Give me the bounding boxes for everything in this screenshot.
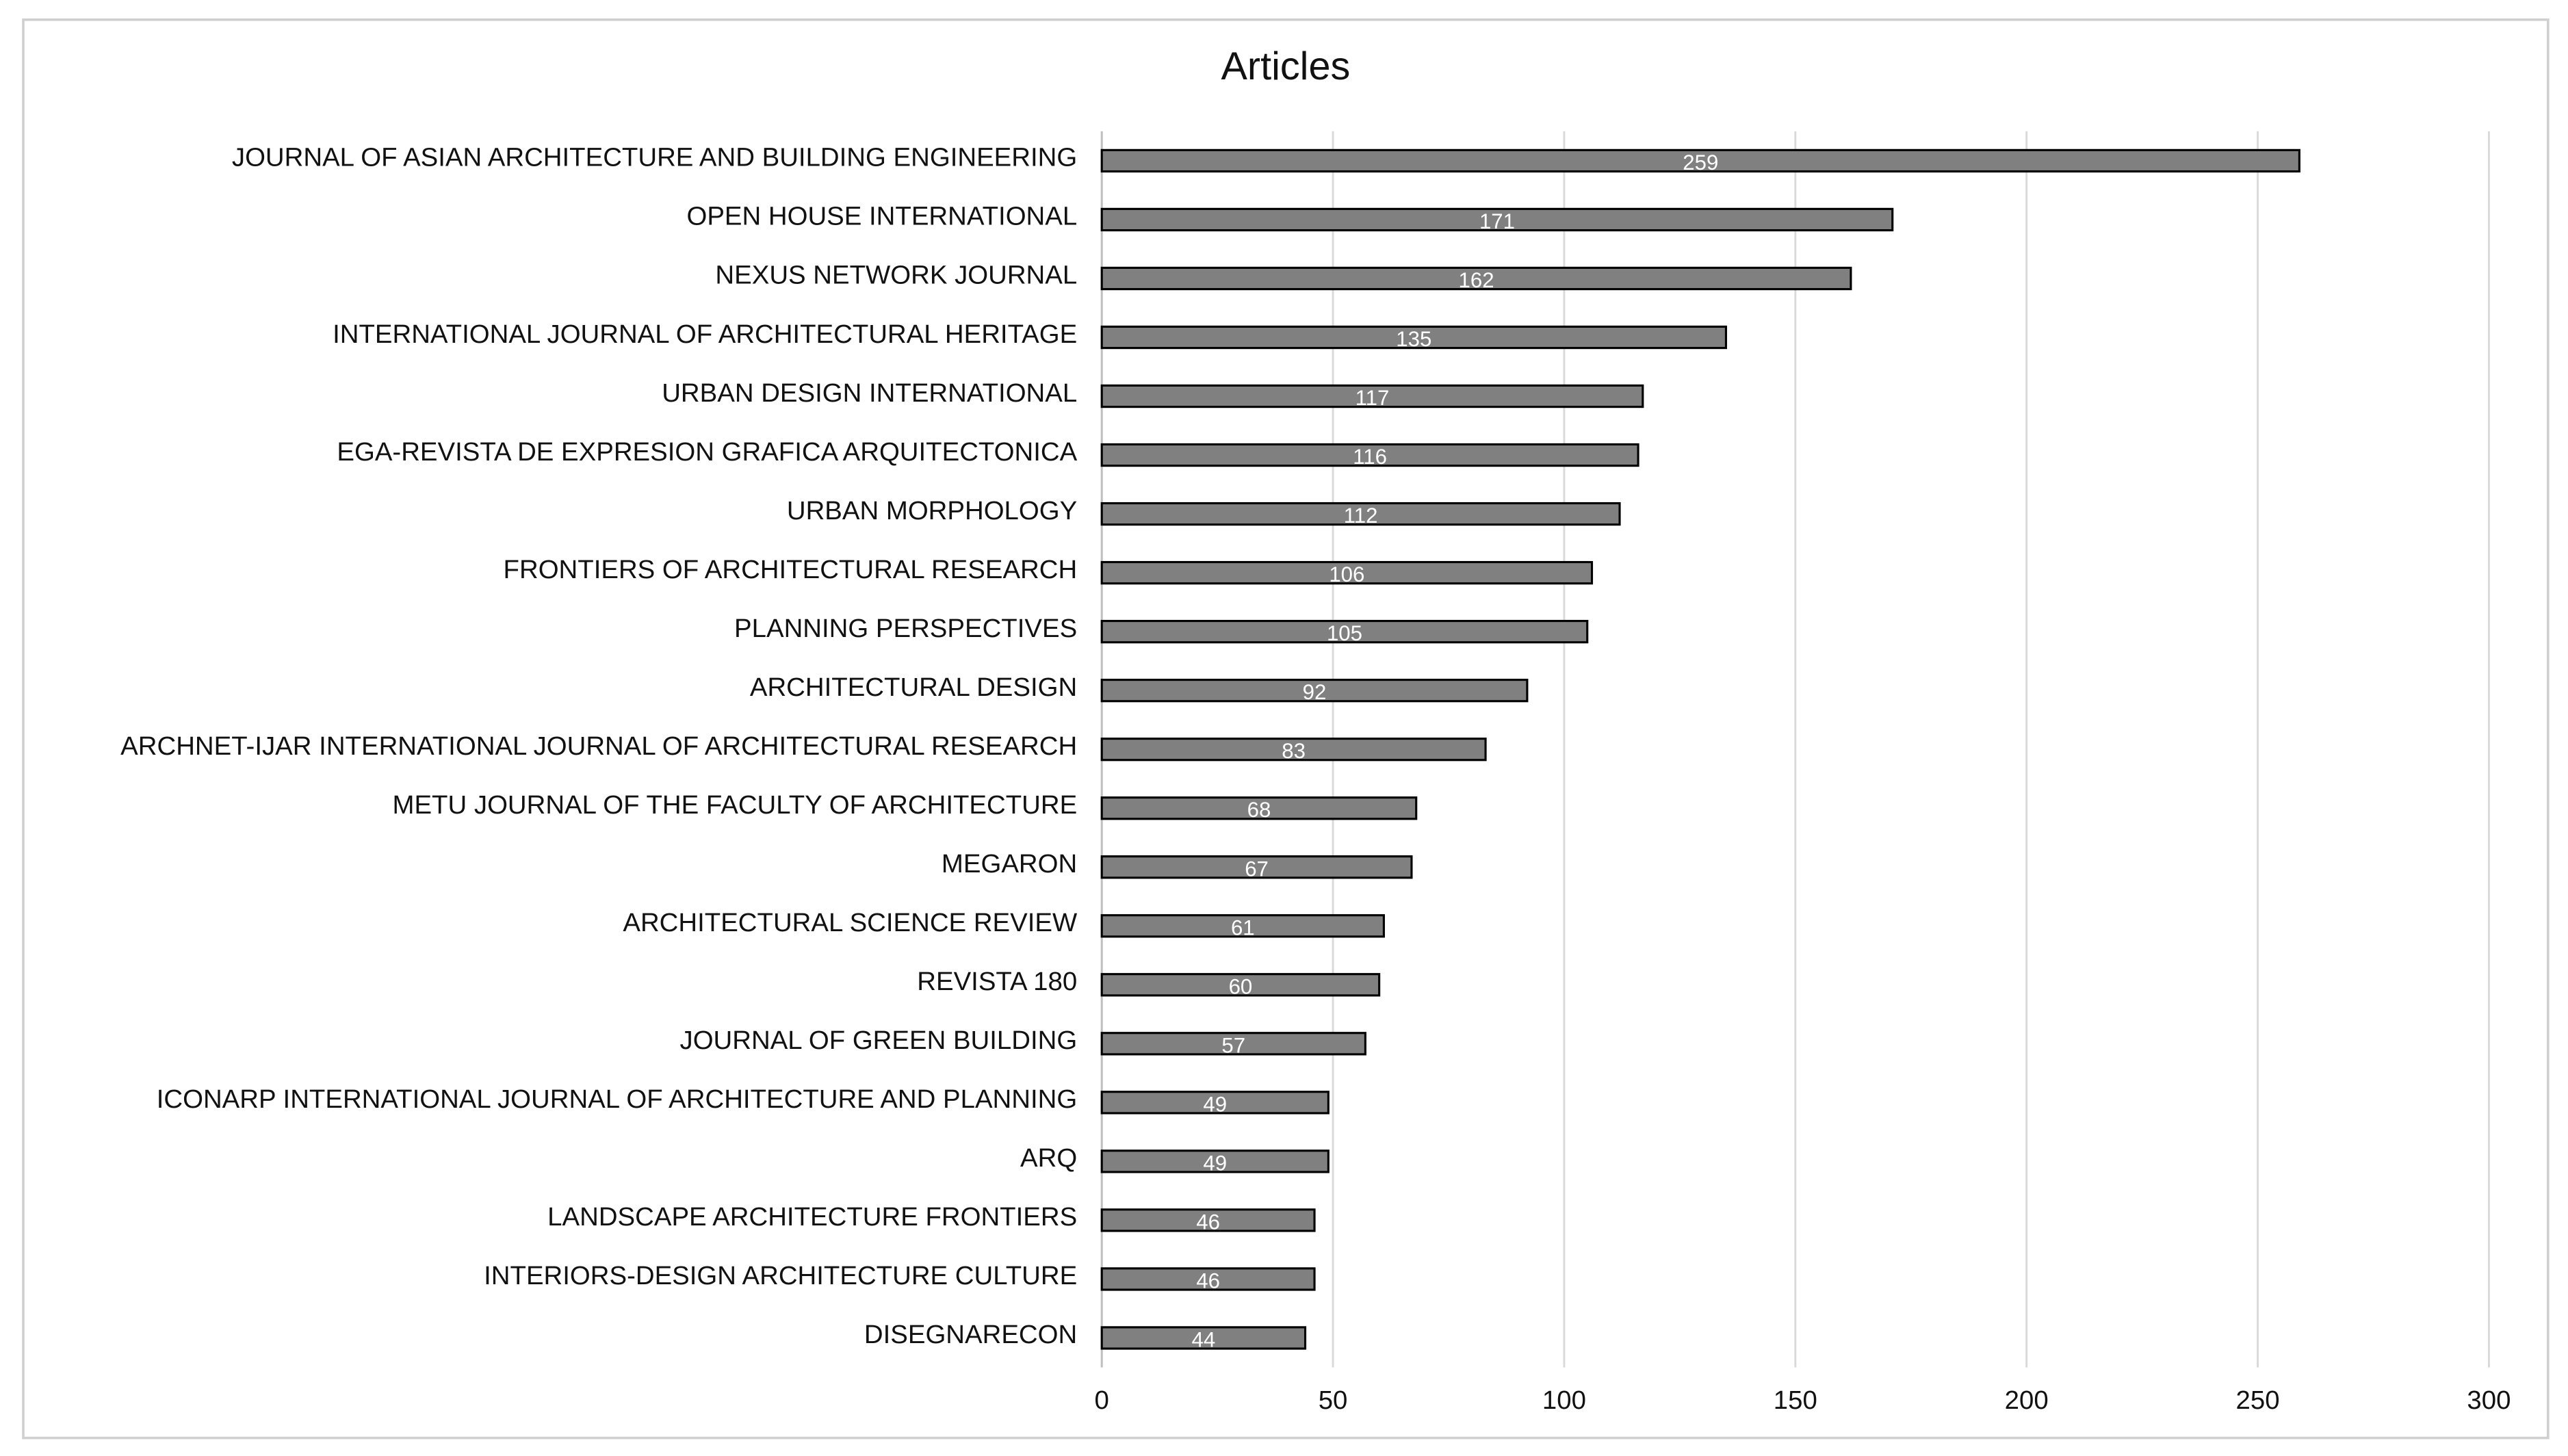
bar xyxy=(1100,679,1529,703)
y-tick-label: DISEGNARECON xyxy=(864,1320,1077,1349)
y-tick-label: ICONARP INTERNATIONAL JOURNAL OF ARCHITE… xyxy=(157,1084,1077,1114)
y-tick-label: LANDSCAPE ARCHITECTURE FRONTIERS xyxy=(547,1202,1077,1232)
bar xyxy=(1100,973,1381,997)
value-label: 171 xyxy=(1479,209,1515,233)
value-label: 57 xyxy=(1221,1033,1245,1057)
y-tick-label: ARCHNET-IJAR INTERNATIONAL JOURNAL OF AR… xyxy=(120,731,1077,761)
value-label: 46 xyxy=(1196,1269,1220,1292)
y-tick-label: REVISTA 180 xyxy=(917,967,1077,996)
bar xyxy=(1100,325,1728,350)
x-tick-label: 150 xyxy=(1774,1386,1817,1415)
x-tick-label: 200 xyxy=(2005,1386,2049,1415)
x-tick-label: 50 xyxy=(1319,1386,1348,1415)
bar xyxy=(1100,266,1852,291)
value-label: 112 xyxy=(1344,504,1378,528)
value-label: 162 xyxy=(1459,268,1494,292)
x-tick-label: 0 xyxy=(1095,1386,1109,1415)
bar xyxy=(1100,1091,1330,1115)
bar xyxy=(1100,796,1418,820)
bar xyxy=(1100,855,1413,879)
chart-title: Articles xyxy=(1221,44,1351,88)
value-label: 106 xyxy=(1329,562,1364,586)
x-tick-label: 100 xyxy=(1542,1386,1586,1415)
value-label: 60 xyxy=(1229,974,1253,998)
y-tick-label: PLANNING PERSPECTIVES xyxy=(734,614,1077,643)
bar xyxy=(1100,560,1594,585)
y-tick-label: URBAN DESIGN INTERNATIONAL xyxy=(662,378,1077,408)
y-tick-label: INTERNATIONAL JOURNAL OF ARCHITECTURAL H… xyxy=(333,320,1077,349)
bar xyxy=(1100,1267,1316,1291)
y-tick-label: FRONTIERS OF ARCHITECTURAL RESEARCH xyxy=(504,555,1078,584)
x-tick-label: 250 xyxy=(2236,1386,2280,1415)
value-label: 61 xyxy=(1231,915,1255,939)
value-label: 135 xyxy=(1396,327,1431,351)
y-tick-label: INTERIORS-DESIGN ARCHITECTURE CULTURE xyxy=(484,1261,1077,1290)
x-tick-label: 300 xyxy=(2467,1386,2511,1415)
bar xyxy=(1100,502,1621,526)
y-tick-label: URBAN MORPHOLOGY xyxy=(787,496,1077,525)
value-label: 83 xyxy=(1282,739,1306,763)
bar xyxy=(1100,443,1639,467)
value-label: 92 xyxy=(1303,680,1327,704)
bar xyxy=(1100,1208,1316,1232)
bar xyxy=(1100,1149,1330,1173)
value-label: 259 xyxy=(1683,151,1718,174)
bar xyxy=(1100,738,1487,762)
y-tick-label: MEGARON xyxy=(942,849,1077,879)
value-label: 68 xyxy=(1247,798,1271,822)
chart-frame xyxy=(22,18,2550,1440)
y-tick-label: ARQ xyxy=(1020,1143,1077,1173)
bar xyxy=(1100,914,1385,938)
value-label: 117 xyxy=(1356,386,1390,410)
y-tick-label: EGA-REVISTA DE EXPRESION GRAFICA ARQUITE… xyxy=(337,437,1077,467)
y-tick-label: ARCHITECTURAL DESIGN xyxy=(750,673,1077,702)
value-label: 46 xyxy=(1196,1210,1220,1234)
value-label: 49 xyxy=(1203,1092,1227,1116)
bar xyxy=(1100,1032,1366,1056)
bar xyxy=(1100,1326,1307,1350)
y-tick-label: NEXUS NETWORK JOURNAL xyxy=(715,261,1077,290)
y-tick-label: METU JOURNAL OF THE FACULTY OF ARCHITECT… xyxy=(393,790,1078,820)
value-label: 44 xyxy=(1192,1327,1216,1351)
y-tick-label: JOURNAL OF ASIAN ARCHITECTURE AND BUILDI… xyxy=(232,143,1077,172)
value-label: 105 xyxy=(1327,621,1362,645)
value-label: 67 xyxy=(1245,857,1269,881)
value-label: 116 xyxy=(1353,445,1387,469)
y-tick-label: OPEN HOUSE INTERNATIONAL xyxy=(686,202,1077,231)
bar xyxy=(1100,384,1644,408)
bar xyxy=(1100,148,2300,173)
y-tick-label: JOURNAL OF GREEN BUILDING xyxy=(680,1026,1078,1055)
bar xyxy=(1100,207,1894,232)
y-tick-label: ARCHITECTURAL SCIENCE REVIEW xyxy=(623,908,1078,937)
value-label: 49 xyxy=(1203,1151,1227,1175)
bar xyxy=(1100,619,1589,644)
